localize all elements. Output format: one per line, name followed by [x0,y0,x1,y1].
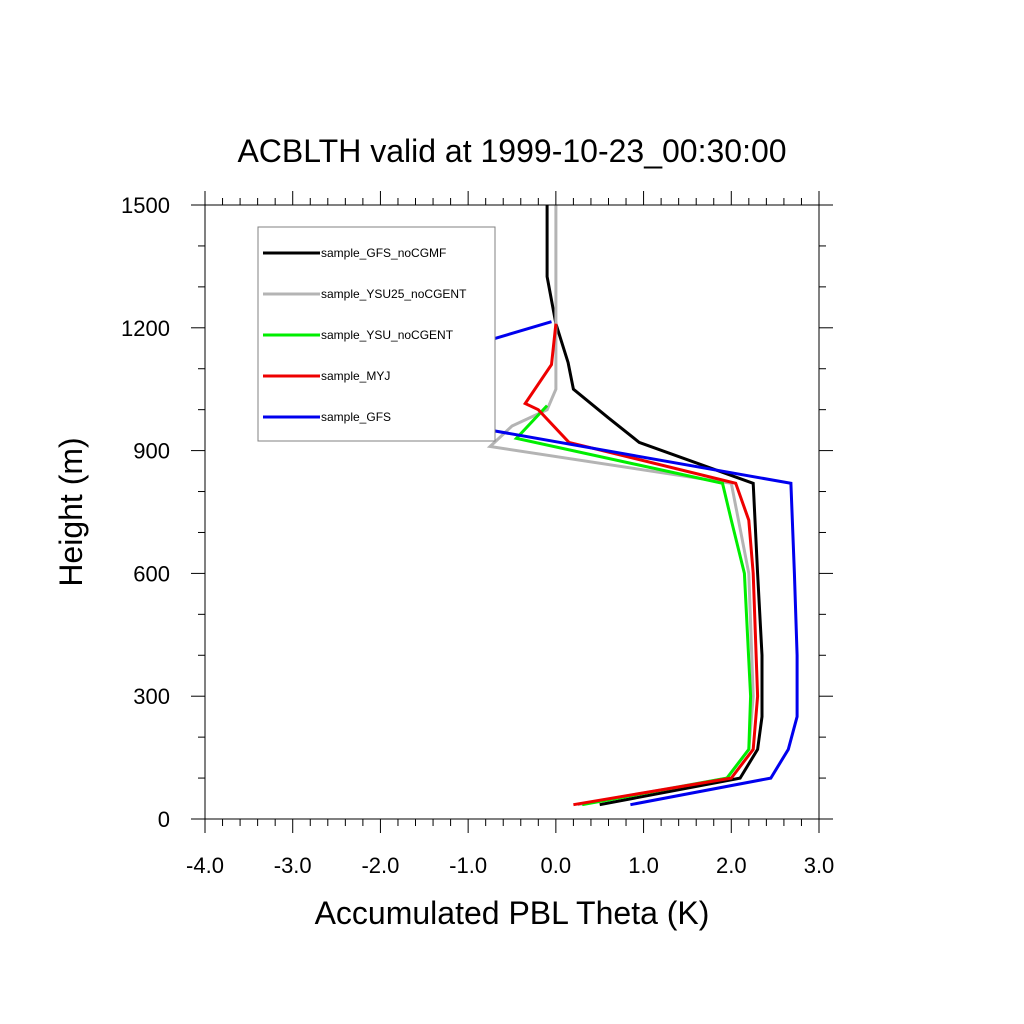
legend: sample_GFS_noCGMF sample_YSU25_noCGENTsam… [257,226,496,442]
x-tick-label: -1.0 [449,853,487,878]
y-tick-label: 1200 [121,316,170,341]
x-ticks: -4.0 -3.0 -2.0 -1.0 0.0 1.0 2.0 3.0 [186,191,834,878]
x-tick-label: -4.0 [186,853,224,878]
y-tick-label: 1500 [121,193,170,218]
series-line-0 [545,205,764,807]
x-tick-label: -2.0 [361,853,399,878]
chart-title: ACBLTH valid at 1999-10-23_00:30:00 [237,133,786,169]
legend-label-0: sample_GFS_noCGMF [321,246,446,260]
y-tick-label: 0 [158,807,170,832]
y-axis-label: Height (m) [53,437,89,586]
y-ticks: 0 300 600 900 1200 1500 [121,193,833,832]
legend-label-1: sample_YSU25_noCGENT [321,287,467,301]
legend-label-3: sample_MYJ [321,369,390,383]
series-line-2 [513,404,753,807]
y-tick-label: 900 [133,439,170,464]
x-axis-label: Accumulated PBL Theta (K) [315,895,710,931]
legend-label-2: sample_YSU_noCGENT [321,328,454,342]
legend-label-4: sample_GFS [321,410,391,424]
x-tick-label: 3.0 [804,853,835,878]
plot-frame [204,204,820,820]
x-tick-label: 0.0 [541,853,572,878]
y-tick-label: 300 [133,684,170,709]
series-line-1 [486,205,755,807]
series-line-3 [522,323,760,807]
x-tick-label: 1.0 [628,853,659,878]
x-tick-label: -3.0 [274,853,312,878]
x-tick-label: 2.0 [716,853,747,878]
plot-lines [287,205,799,807]
y-tick-label: 600 [133,561,170,586]
